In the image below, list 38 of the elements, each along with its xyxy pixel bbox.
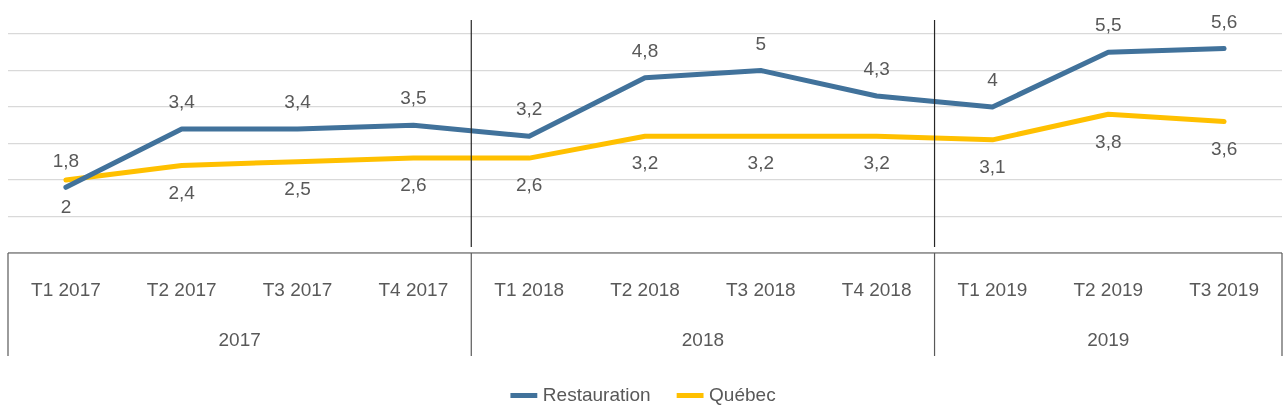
- x-tick-label: T3 2019: [1189, 278, 1259, 300]
- data-label: 4: [987, 69, 999, 91]
- data-label: 3,2: [863, 152, 890, 174]
- x-tick-label: T4 2018: [841, 278, 912, 300]
- x-tick-label: T2 2017: [146, 278, 217, 300]
- x-tick-label: T1 2017: [31, 278, 101, 300]
- data-label: 3,6: [1210, 137, 1238, 159]
- x-tick-label: T2 2019: [1073, 278, 1144, 300]
- text: 2018: [681, 329, 725, 351]
- data-label: 3,8: [1095, 130, 1122, 152]
- legend-label: Restauration: [542, 383, 651, 405]
- data-label: 1,8: [52, 149, 80, 171]
- data-label: 3,5: [400, 87, 427, 109]
- legend-label: Québec: [709, 383, 776, 405]
- data-label: 2: [60, 196, 72, 218]
- data-label: 5,5: [1095, 14, 1122, 36]
- data-label: 3,2: [515, 98, 543, 120]
- data-label: 3,2: [747, 152, 775, 174]
- data-label: 4,3: [863, 58, 890, 80]
- x-tick-label: T4 2017: [378, 278, 449, 300]
- data-label: 2,4: [168, 181, 196, 203]
- x-tick-label: T3 2018: [725, 278, 796, 300]
- data-label: 2,6: [400, 174, 427, 196]
- data-label: 5,6: [1210, 10, 1238, 32]
- data-label: 2,6: [515, 174, 543, 196]
- data-label: 2,5: [284, 177, 311, 199]
- x-tick-label: T2 2018: [610, 278, 680, 300]
- text: 2019: [1087, 329, 1130, 351]
- data-label: 3,1: [979, 156, 1006, 178]
- data-label: 5: [755, 32, 767, 54]
- x-tick-label: T1 2018: [494, 278, 565, 300]
- x-tick-label: T3 2017: [262, 278, 333, 300]
- data-label: 3,4: [284, 91, 312, 113]
- text: 2017: [218, 329, 261, 351]
- x-tick-label: T1 2019: [957, 278, 1028, 300]
- data-label: 3,2: [631, 152, 659, 174]
- data-label: 4,8: [631, 40, 659, 62]
- data-label: 3,4: [168, 91, 196, 113]
